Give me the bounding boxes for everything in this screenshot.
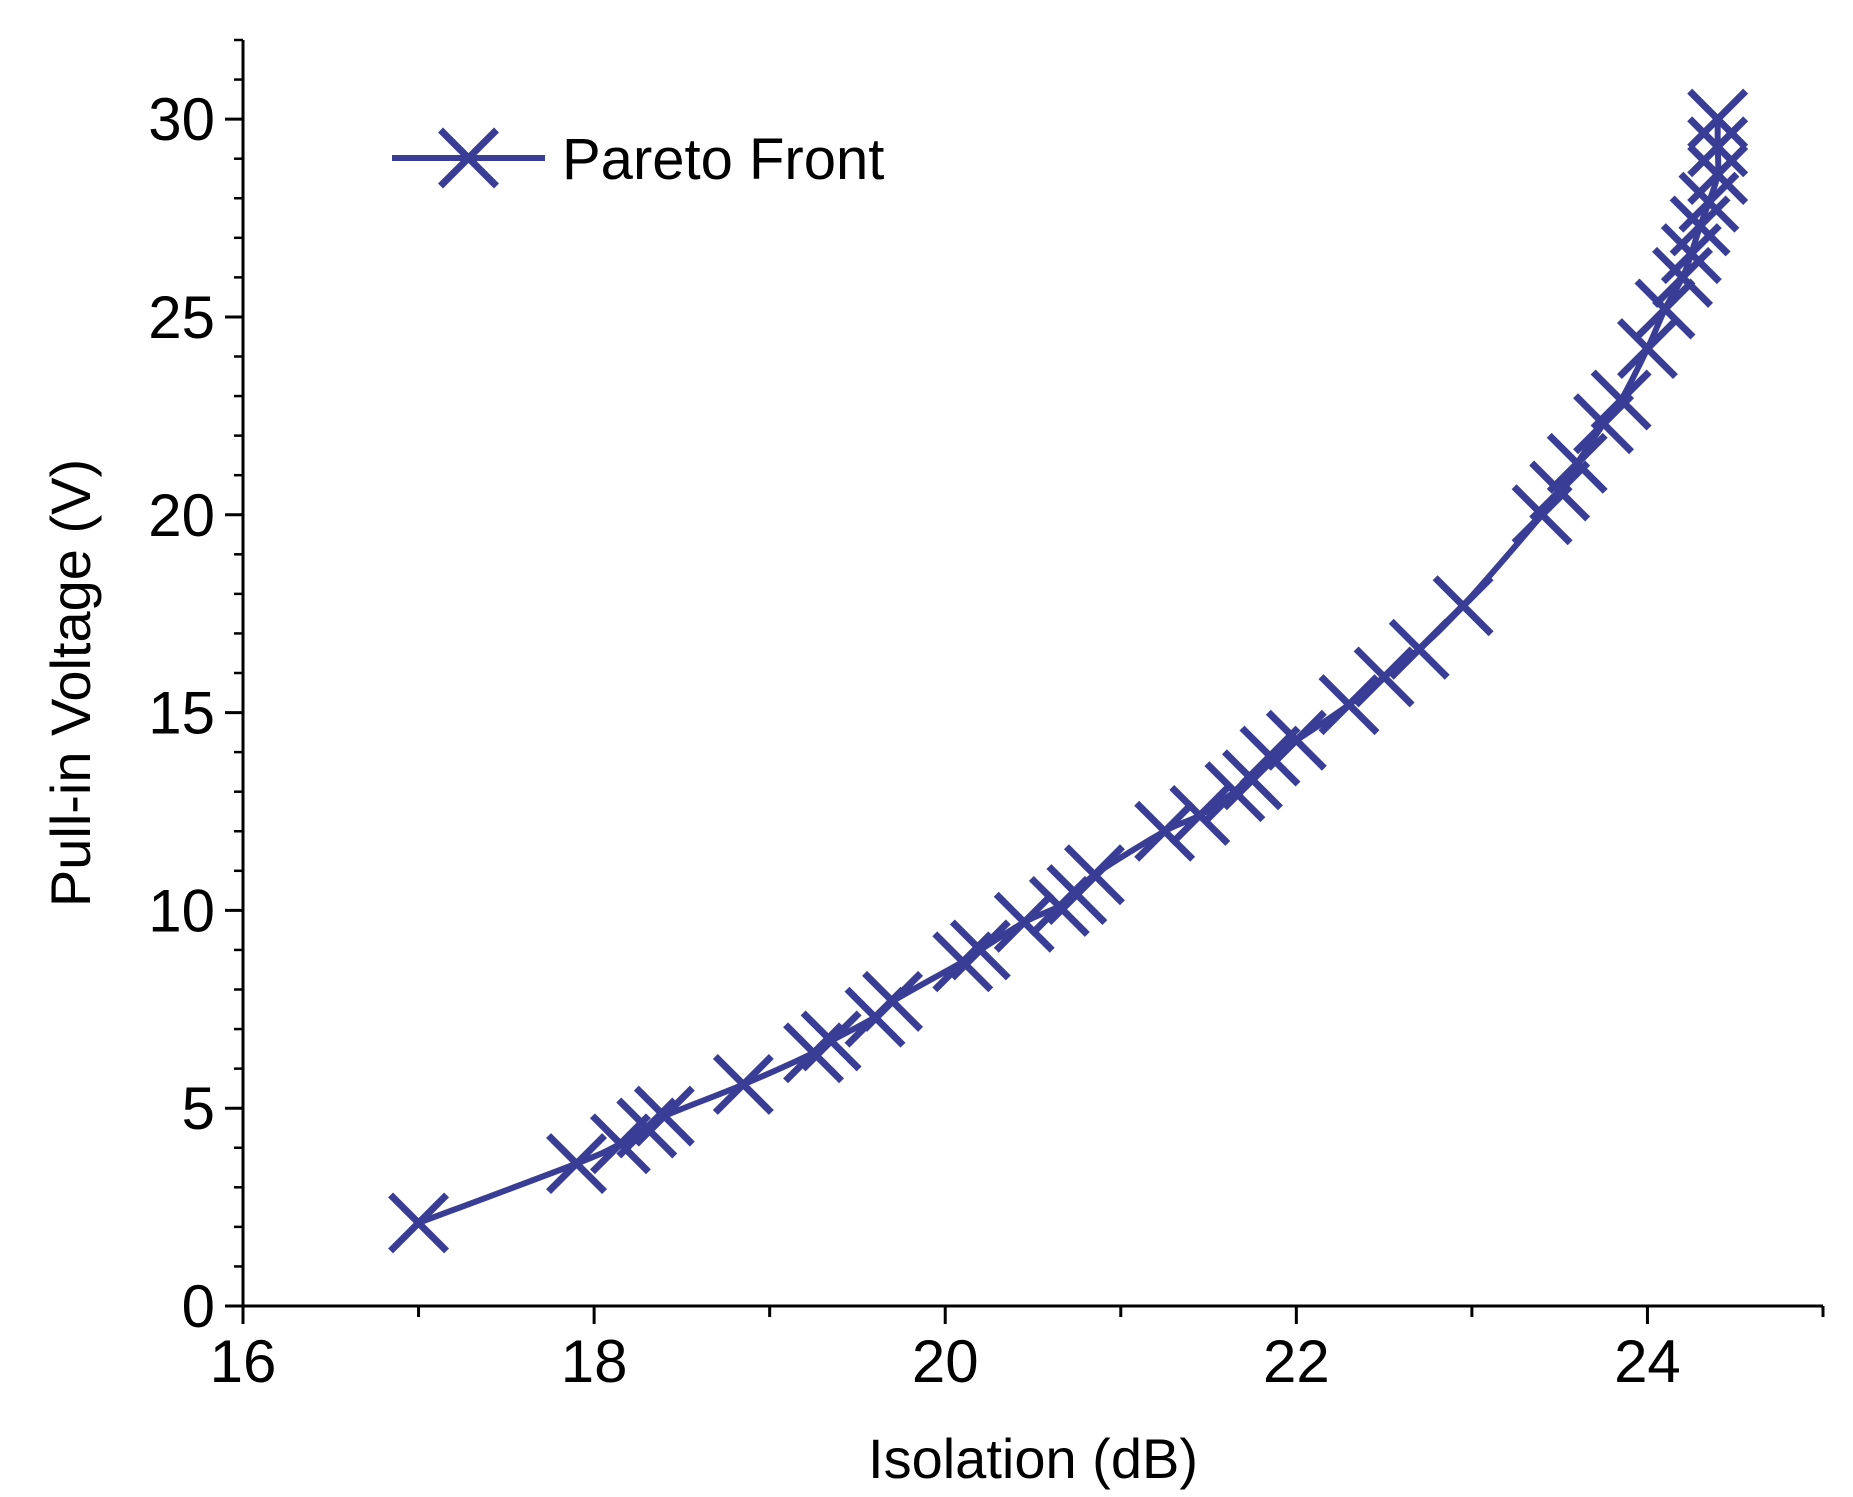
y-tick-label: 30 bbox=[148, 86, 215, 153]
y-tick-label: 5 bbox=[182, 1075, 215, 1142]
data-point-marker bbox=[1529, 460, 1591, 522]
legend-marker bbox=[438, 127, 499, 189]
data-point-marker bbox=[1134, 800, 1196, 862]
axes: 16 18 20 22 24 0 5 10 15 20 25 30 bbox=[148, 38, 1825, 1395]
y-tick-label: 0 bbox=[182, 1273, 215, 1340]
data-point-marker bbox=[932, 931, 994, 993]
data-point-marker bbox=[949, 919, 1011, 981]
x-tick-label: 20 bbox=[912, 1328, 979, 1395]
data-point-marker bbox=[1063, 844, 1125, 906]
data-point-marker bbox=[1353, 646, 1415, 708]
y-tick-label: 25 bbox=[148, 284, 215, 351]
data-point-marker bbox=[1687, 116, 1749, 178]
x-tick-label: 24 bbox=[1614, 1328, 1681, 1395]
data-point-marker bbox=[546, 1133, 608, 1195]
y-axis-label: Pull-in Voltage (V) bbox=[39, 459, 102, 907]
data-point-marker bbox=[1265, 709, 1327, 771]
x-tick-label: 16 bbox=[210, 1328, 277, 1395]
data-point-marker bbox=[1616, 318, 1678, 380]
data-point-marker bbox=[993, 891, 1055, 953]
data-point-marker bbox=[1546, 432, 1608, 494]
data-point-marker bbox=[633, 1085, 695, 1147]
data-point-marker bbox=[1687, 144, 1749, 205]
legend-label: Pareto Front bbox=[562, 127, 884, 192]
data-point-marker bbox=[1634, 278, 1696, 340]
data-point-marker bbox=[1687, 88, 1749, 150]
data-point-marker bbox=[712, 1053, 774, 1115]
series-line bbox=[417, 119, 1722, 1226]
data-point-marker bbox=[800, 1010, 862, 1072]
data-point-marker bbox=[1169, 784, 1231, 846]
data-point-marker bbox=[388, 1192, 450, 1254]
data-point-marker bbox=[1318, 674, 1380, 736]
legend: Pareto Front bbox=[392, 127, 884, 192]
y-tick-label: 20 bbox=[148, 482, 215, 549]
x-tick-label: 18 bbox=[561, 1328, 628, 1395]
series-layer bbox=[388, 88, 1749, 1254]
data-point-marker bbox=[1590, 369, 1652, 431]
y-tick-label: 10 bbox=[148, 877, 215, 944]
y-tick-label: 15 bbox=[148, 680, 215, 747]
data-point-marker bbox=[616, 1097, 678, 1159]
x-axis-label: Isolation (dB) bbox=[868, 1427, 1198, 1490]
x-tick-label: 22 bbox=[1263, 1328, 1330, 1395]
data-point-marker bbox=[783, 1022, 845, 1084]
data-point-marker bbox=[862, 970, 924, 1032]
data-point-marker bbox=[1432, 575, 1494, 637]
